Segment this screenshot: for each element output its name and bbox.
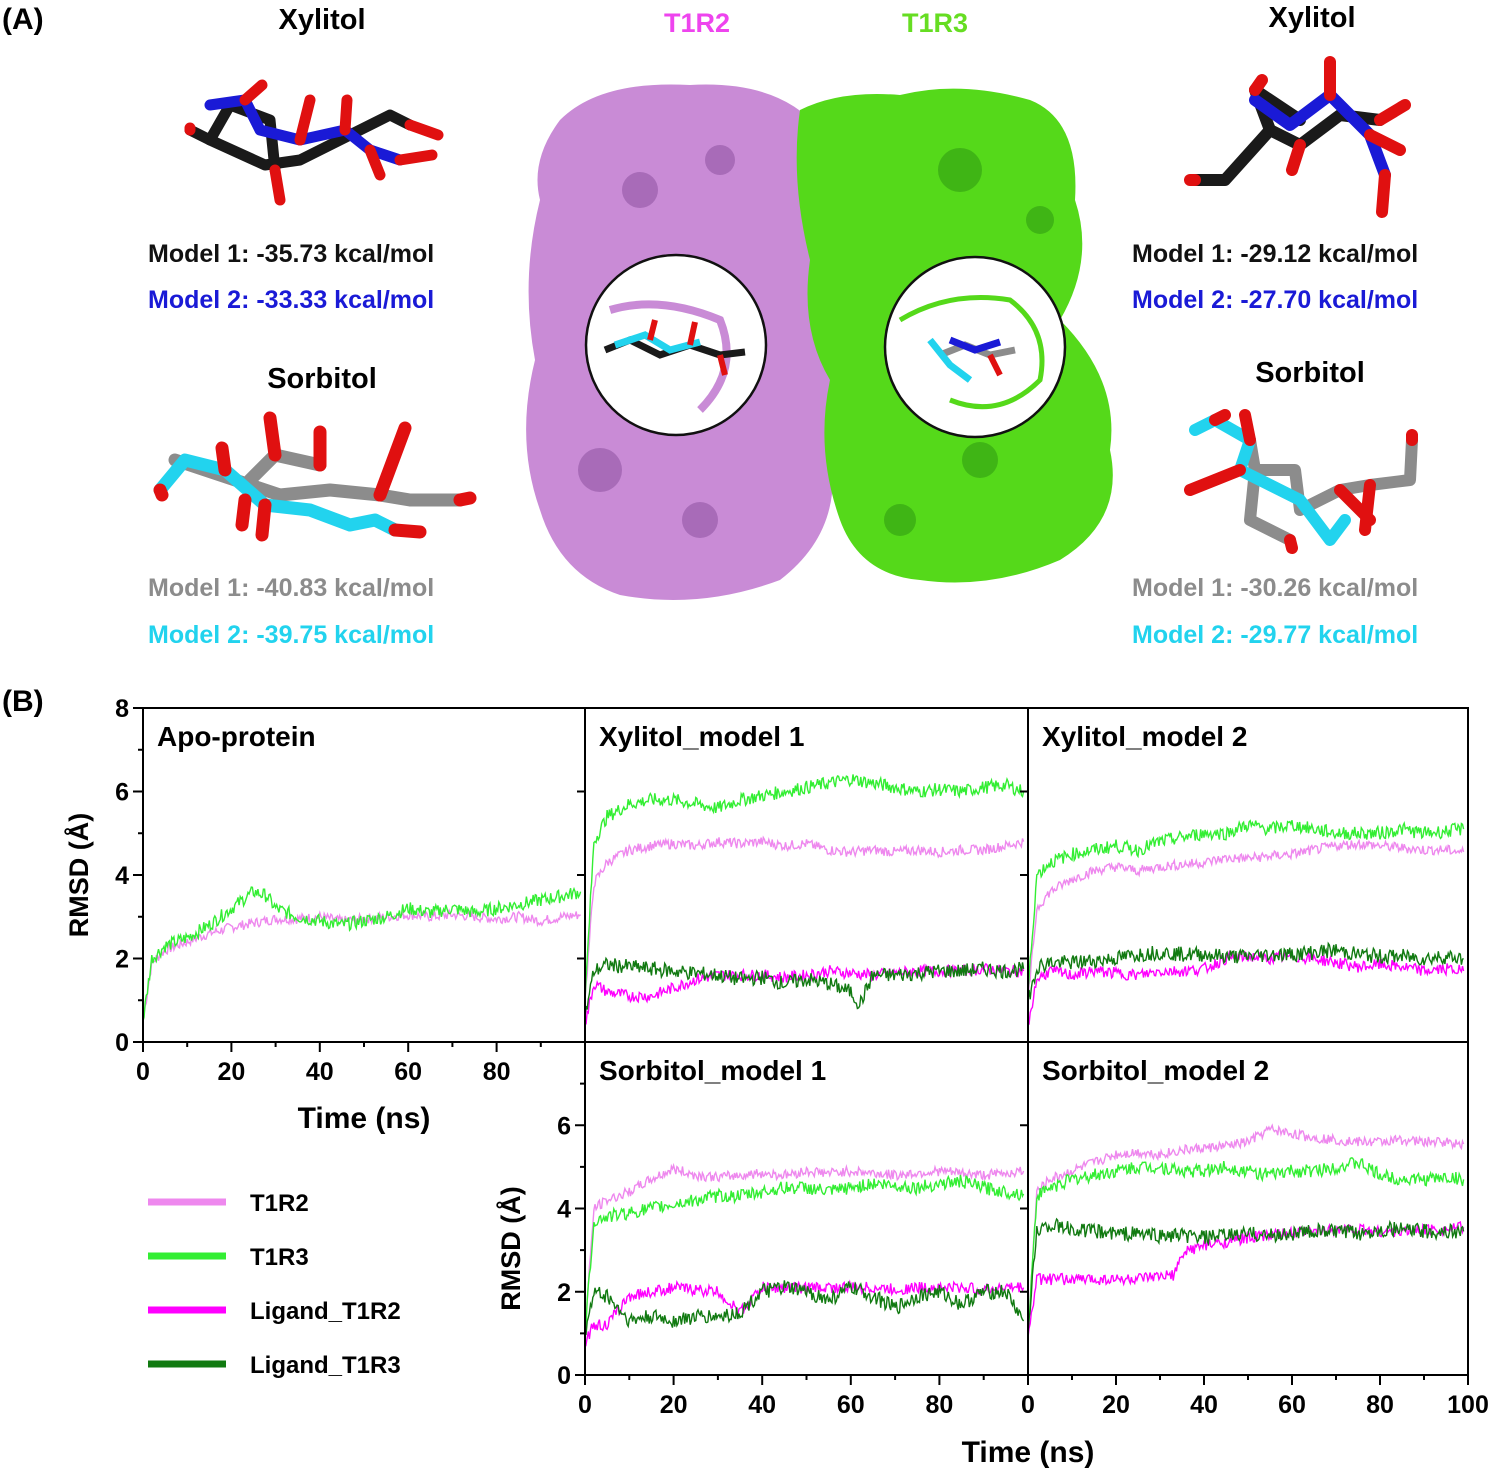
y-tick-label-sorbitol-2: 2 xyxy=(557,1279,571,1307)
right-sorbitol-title: Sorbitol xyxy=(1255,357,1365,389)
plot-frame-apo-protein xyxy=(142,707,586,1043)
panel-b-tag: (B) xyxy=(2,685,44,718)
x-tick-label-4-100: 100 xyxy=(1447,1391,1489,1419)
x-tick-label-4-20: 20 xyxy=(1102,1391,1130,1419)
plot-frame-sorbitol-model-1 xyxy=(584,1041,1029,1376)
y-axis-title-top: RMSD (Å) xyxy=(63,813,94,937)
series-line-xylitol-model-2-t1r3 xyxy=(1027,819,1465,992)
x-tick-label-4-0: 0 xyxy=(1021,1391,1035,1419)
y-tick-label-sorbitol-0: 0 xyxy=(557,1362,571,1390)
series-line-sorbitol-model-2-t1r3 xyxy=(1027,1157,1465,1334)
x-tick-label-4-80: 80 xyxy=(1366,1391,1394,1419)
y-tick-label-sorbitol-4: 4 xyxy=(557,1196,571,1224)
y-axis-title-bottom: RMSD (Å) xyxy=(495,1186,526,1310)
x-tick-label-apo-20: 20 xyxy=(217,1058,245,1086)
series-line-sorbitol-model-1-ligand-t1r2 xyxy=(584,1279,1025,1347)
panel-title-xylitol-model-1: Xylitol_model 1 xyxy=(599,721,804,752)
x-tick-label-3-20: 20 xyxy=(660,1391,688,1419)
left-sorbitol-model1-energy: Model 1: -40.83 kcal/mol xyxy=(148,574,435,602)
series-line-sorbitol-model-2-ligand-t1r2 xyxy=(1027,1220,1465,1338)
t1r3-chain-label: T1R3 xyxy=(902,8,969,38)
x-tick-label-3-60: 60 xyxy=(837,1391,865,1419)
y-tick-label-sorbitol-6: 6 xyxy=(557,1112,571,1140)
right-sorbitol-model2-energy: Model 2: -29.77 kcal/mol xyxy=(1132,621,1419,649)
left-xylitol-model1-energy: Model 1: -35.73 kcal/mol xyxy=(148,240,435,268)
y-tick-label-apo-0: 0 xyxy=(115,1029,129,1057)
legend-label-t1r3: T1R3 xyxy=(250,1244,309,1271)
legend-label-ligand-t1r2: Ligand_T1R2 xyxy=(250,1298,401,1325)
left-xylitol-model2-energy: Model 2: -33.33 kcal/mol xyxy=(148,286,435,314)
series-line-xylitol-model-2-ligand-t1r2 xyxy=(1027,949,1465,1026)
legend-label-ligand-t1r3: Ligand_T1R3 xyxy=(250,1352,401,1379)
x-axis-title-bottom: Time (ns) xyxy=(962,1436,1095,1469)
x-tick-label-4-60: 60 xyxy=(1278,1391,1306,1419)
plot-frame-sorbitol-model-2 xyxy=(1027,1041,1469,1376)
series-line-xylitol-model-2-t1r2 xyxy=(1027,838,1465,1001)
series-line-xylitol-model-1-ligand-t1r3 xyxy=(584,956,1025,1018)
left-xylitol-molecule xyxy=(184,79,444,206)
left-sorbitol-model2-energy: Model 2: -39.75 kcal/mol xyxy=(148,621,435,649)
y-tick-label-apo-8: 8 xyxy=(115,695,129,723)
x-tick-label-3-80: 80 xyxy=(925,1391,953,1419)
series-line-apo-protein-t1r3 xyxy=(142,886,582,1022)
left-sorbitol-molecule xyxy=(153,411,477,542)
series-line-sorbitol-model-1-t1r2 xyxy=(584,1162,1025,1334)
t1r3-binding-site-inset xyxy=(883,255,1067,439)
x-tick-label-apo-80: 80 xyxy=(483,1058,511,1086)
series-line-sorbitol-model-1-t1r3 xyxy=(584,1174,1025,1334)
panel-title-sorbitol-model-2: Sorbitol_model 2 xyxy=(1042,1055,1269,1086)
panel-title-sorbitol-model-1: Sorbitol_model 1 xyxy=(599,1055,826,1086)
series-line-sorbitol-model-2-t1r2 xyxy=(1027,1123,1465,1334)
x-tick-label-3-0: 0 xyxy=(578,1391,592,1419)
y-tick-label-apo-6: 6 xyxy=(115,779,129,807)
left-xylitol-title: Xylitol xyxy=(278,4,366,36)
x-tick-label-3-40: 40 xyxy=(748,1391,776,1419)
x-tick-label-4-40: 40 xyxy=(1190,1391,1218,1419)
right-xylitol-title: Xylitol xyxy=(1268,2,1356,34)
panel-title-apo-protein: Apo-protein xyxy=(157,721,316,752)
series-line-xylitol-model-1-t1r2 xyxy=(584,835,1025,1001)
panel-title-xylitol-model-2: Xylitol_model 2 xyxy=(1042,721,1247,752)
panel-a-tag: (A) xyxy=(2,3,44,36)
right-sorbitol-molecule xyxy=(1184,409,1418,554)
series-line-sorbitol-model-2-ligand-t1r3 xyxy=(1027,1217,1465,1334)
left-sorbitol-title: Sorbitol xyxy=(267,363,377,395)
y-tick-label-apo-2: 2 xyxy=(115,946,129,974)
x-tick-label-apo-40: 40 xyxy=(306,1058,334,1086)
t1r2-chain-label: T1R2 xyxy=(664,8,731,38)
series-line-sorbitol-model-1-ligand-t1r3 xyxy=(584,1280,1025,1336)
series-line-xylitol-model-2-ligand-t1r3 xyxy=(1027,941,1464,1001)
x-tick-label-apo-60: 60 xyxy=(394,1058,422,1086)
right-xylitol-model1-energy: Model 1: -29.12 kcal/mol xyxy=(1132,240,1419,268)
plot-frame-xylitol-model-1 xyxy=(584,707,1029,1043)
plot-frame-xylitol-model-2 xyxy=(1027,707,1469,1043)
x-axis-title-apo: Time (ns) xyxy=(298,1102,431,1135)
legend-label-t1r2: T1R2 xyxy=(250,1190,309,1217)
t1r2-binding-site-inset xyxy=(584,253,768,437)
x-tick-label-apo-0: 0 xyxy=(136,1058,150,1086)
right-xylitol-model2-energy: Model 2: -27.70 kcal/mol xyxy=(1132,286,1419,314)
y-tick-label-apo-4: 4 xyxy=(115,862,129,890)
right-xylitol-molecule xyxy=(1184,56,1411,218)
right-sorbitol-model1-energy: Model 1: -30.26 kcal/mol xyxy=(1132,574,1419,602)
series-line-xylitol-model-1-t1r3 xyxy=(584,774,1025,1001)
